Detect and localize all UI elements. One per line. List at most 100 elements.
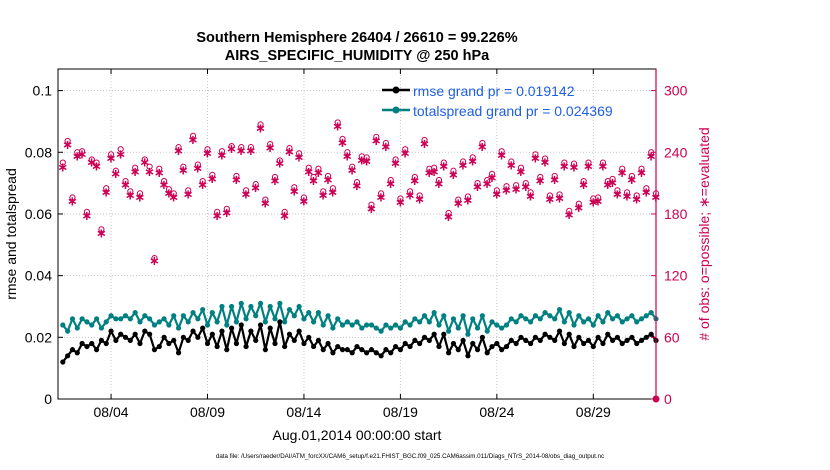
rmse-marker — [600, 340, 606, 347]
totalspread-marker — [267, 303, 273, 310]
obs-possible-marker — [344, 149, 351, 156]
totalspread-marker — [537, 316, 543, 322]
rmse-marker — [479, 334, 485, 340]
totalspread-marker — [137, 319, 143, 325]
totalspread-line — [61, 302, 657, 336]
obs-possible-marker — [170, 190, 177, 197]
rmse-marker — [402, 340, 408, 347]
obs-evaluated-marker: ∗ — [477, 139, 488, 154]
obs-evaluated-marker: ∗ — [443, 209, 454, 224]
obs-possible-marker — [310, 173, 317, 181]
data-file-footer: data file: /Users/raeder/DAI/ATM_forcXX/… — [216, 453, 604, 460]
rmse-marker — [566, 331, 572, 337]
totalspread-marker — [219, 303, 225, 310]
obs-possible-marker — [532, 151, 539, 158]
obs-evaluated-marker: ∗ — [569, 160, 580, 175]
rmse-marker — [426, 337, 432, 344]
obs-possible-marker — [98, 226, 105, 233]
obs-possible-marker — [103, 185, 110, 192]
obs-possible-marker — [209, 171, 216, 178]
obs-evaluated-marker: ∗ — [289, 183, 300, 198]
totalspread-marker — [489, 319, 495, 325]
obs-evaluated-marker: ∗ — [342, 148, 353, 163]
obs-evaluated-marker: ∗ — [241, 186, 252, 201]
rmse-marker — [576, 334, 582, 340]
totalspread-marker — [368, 322, 375, 328]
obs-evaluated-marker: ∗ — [159, 177, 170, 192]
y2-axis: 0 60 120 180 240 300 — [651, 69, 688, 407]
rmse-marker — [156, 343, 162, 350]
obs-possible-marker — [363, 154, 370, 161]
totalspread-marker — [127, 316, 133, 322]
obs-evaluated-marker: ∗ — [255, 121, 266, 136]
totalspread-marker — [161, 316, 167, 322]
totalspread-marker — [513, 319, 519, 325]
y-tick-label: 0.02 — [25, 329, 52, 345]
totalspread-marker — [576, 313, 582, 319]
totalspread-marker — [277, 300, 283, 306]
obs-evaluated-marker: ∗ — [260, 196, 271, 211]
rmse-marker — [310, 343, 317, 350]
rmse-marker — [84, 343, 90, 350]
obs-possible-marker — [561, 159, 568, 166]
obs-layer: ∗∗∗∗∗∗∗∗∗∗∗∗∗∗∗∗∗∗∗∗∗∗∗∗∗∗∗∗∗∗∗∗∗∗∗∗∗∗∗∗… — [57, 119, 661, 403]
obs-possible-marker — [517, 164, 525, 171]
obs-evaluated-marker: ∗ — [67, 194, 78, 209]
totalspread-marker — [474, 325, 481, 331]
totalspread-marker — [465, 331, 471, 337]
rmse-marker — [98, 337, 105, 344]
totalspread-marker — [185, 319, 191, 325]
rmse-marker — [436, 343, 442, 350]
rmse-marker — [499, 347, 505, 353]
obs-possible-marker — [93, 159, 100, 166]
obs-evaluated-marker: ∗ — [400, 145, 411, 160]
totalspread-marker — [113, 316, 119, 322]
obs-evaluated-marker: ∗ — [366, 201, 377, 216]
obs-evaluated-marker: ∗ — [535, 173, 546, 188]
obs-evaluated-marker: ∗ — [130, 164, 141, 179]
totalspread-marker — [315, 310, 322, 316]
obs-possible-marker — [493, 187, 500, 194]
y2-tick-label: 60 — [664, 329, 680, 345]
obs-possible-marker — [64, 137, 71, 145]
y2-tick-label: 240 — [664, 144, 688, 160]
obs-evaluated-marker: ∗ — [458, 158, 469, 173]
rmse-marker — [373, 350, 379, 356]
totalspread-marker — [200, 306, 206, 313]
obs-evaluated-marker: ∗ — [120, 177, 131, 192]
obs-evaluated-marker: ∗ — [593, 194, 604, 209]
obs-evaluated-marker: ∗ — [622, 188, 633, 203]
totalspread-marker — [402, 319, 408, 325]
rmse-marker — [571, 343, 577, 350]
totalspread-marker — [224, 322, 230, 328]
obs-possible-marker — [580, 177, 587, 185]
rmse-marker — [151, 347, 158, 353]
obs-evaluated-marker: ∗ — [462, 193, 473, 208]
obs-evaluated-marker: ∗ — [86, 155, 97, 170]
obs-possible-marker — [469, 154, 476, 161]
rmse-marker — [147, 331, 153, 337]
totalspread-marker — [499, 325, 505, 331]
totalspread-marker — [272, 316, 278, 322]
x-tick-label: 08/04 — [94, 404, 129, 420]
rmse-marker — [277, 319, 283, 325]
rmse-marker — [552, 337, 558, 344]
totalspread-marker — [190, 310, 196, 316]
rmse-marker — [339, 347, 346, 353]
rmse-marker — [518, 334, 524, 340]
totalspread-marker — [634, 319, 640, 325]
obs-evaluated-marker: ∗ — [540, 155, 551, 170]
totalspread-marker — [388, 325, 394, 331]
totalspread-marker — [233, 319, 240, 325]
rmse-marker — [455, 347, 461, 353]
totalspread-marker — [417, 319, 423, 325]
obs-possible-marker — [223, 205, 230, 212]
obs-possible-marker — [484, 176, 491, 184]
obs-evaluated-marker: ∗ — [221, 205, 232, 220]
obs-evaluated-marker: ∗ — [467, 153, 478, 168]
y-tick-label: 0.06 — [25, 206, 52, 222]
rmse-marker — [282, 343, 288, 350]
totalspread-marker — [556, 306, 563, 313]
obs-evaluated-marker: ∗ — [81, 208, 92, 223]
obs-evaluated-marker: ∗ — [318, 187, 329, 202]
